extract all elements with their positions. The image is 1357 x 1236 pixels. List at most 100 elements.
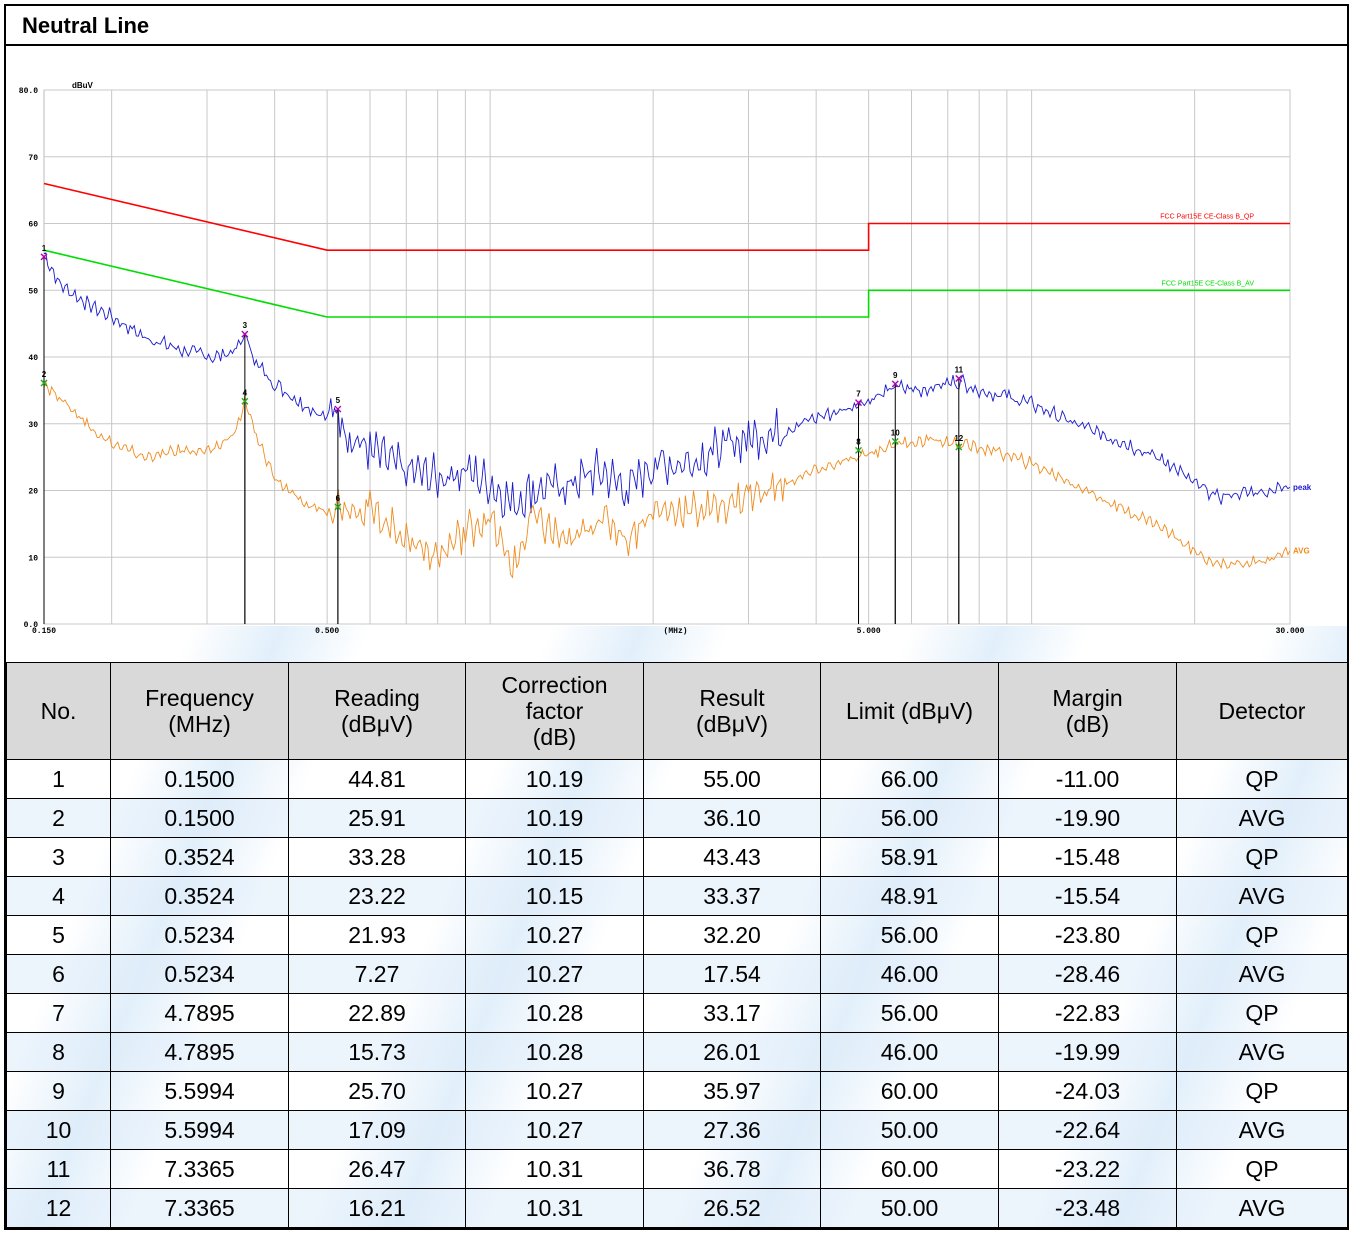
table-cell: 0.5234 bbox=[110, 954, 289, 994]
table-cell: -23.48 bbox=[998, 1188, 1177, 1228]
table-cell: 44.81 bbox=[288, 759, 466, 799]
table-cell: 50.00 bbox=[820, 1188, 999, 1228]
table-cell: 3 bbox=[6, 837, 111, 877]
y-tick-label: 20 bbox=[28, 488, 38, 497]
table-cell: 46.00 bbox=[820, 1032, 999, 1072]
marker-point bbox=[334, 503, 342, 511]
table-row: 5 0.5234 21.93 10.27 32.20 56.00 -23.80 QP bbox=[6, 915, 1347, 955]
table-row: 9 5.5994 25.70 10.27 35.97 60.00 -24.03 QP bbox=[6, 1071, 1347, 1111]
table-cell: 10.15 bbox=[465, 876, 644, 916]
table-cell: 21.93 bbox=[288, 915, 466, 955]
table-cell: 33.28 bbox=[288, 837, 466, 877]
table-cell: 5.5994 bbox=[110, 1071, 289, 1111]
marker-label: 2 bbox=[42, 370, 47, 379]
y-tick-label: 10 bbox=[28, 554, 38, 563]
column-header: Limit (dBμV) bbox=[820, 662, 999, 760]
table-cell: 33.17 bbox=[643, 993, 821, 1033]
table-cell: AVG bbox=[1176, 1032, 1347, 1072]
table-cell: 25.91 bbox=[288, 798, 466, 838]
table-row: 1 0.1500 44.81 10.19 55.00 66.00 -11.00 QP bbox=[6, 759, 1347, 799]
table-cell: -19.99 bbox=[998, 1032, 1177, 1072]
table-cell: 10.27 bbox=[465, 954, 644, 994]
table-cell: 56.00 bbox=[820, 798, 999, 838]
marker-point bbox=[891, 437, 899, 445]
y-tick-label: 0.0 bbox=[24, 621, 39, 630]
table-cell: -24.03 bbox=[998, 1071, 1177, 1111]
emission-chart: 80.0 70 60 50 40 30 20 10 0.0 dBuV 0.150 0.500 5.000… bbox=[6, 46, 1347, 666]
table-cell: 0.1500 bbox=[110, 798, 289, 838]
table-cell: 36.78 bbox=[643, 1149, 821, 1189]
table-cell: 55.00 bbox=[643, 759, 821, 799]
table-cell: 10 bbox=[6, 1110, 111, 1150]
table-cell: 0.1500 bbox=[110, 759, 289, 799]
report-frame: Neutral Line 80.0 70 60 50 40 30 20 10 0.0 dBuV 0.… bbox=[4, 4, 1349, 1230]
table-cell: 17.09 bbox=[288, 1110, 466, 1150]
table-cell: 5.5994 bbox=[110, 1110, 289, 1150]
table-cell: 15.73 bbox=[288, 1032, 466, 1072]
marker-label: 7 bbox=[856, 390, 861, 399]
marker-label: 8 bbox=[856, 437, 861, 446]
table-cell: 10.19 bbox=[465, 798, 644, 838]
table-cell: 10.28 bbox=[465, 1032, 644, 1072]
x-tick-label: 30.000 bbox=[1276, 627, 1305, 636]
y-tick-label: 30 bbox=[28, 421, 38, 430]
marker-label: 6 bbox=[336, 494, 341, 503]
table-cell: 16.21 bbox=[288, 1188, 466, 1228]
y-tick-label: 80.0 bbox=[19, 87, 38, 96]
column-header: Margin (dB) bbox=[998, 662, 1177, 760]
x-tick-label: 0.150 bbox=[32, 627, 56, 636]
marker-label: 12 bbox=[954, 434, 963, 443]
table-cell: 10.19 bbox=[465, 759, 644, 799]
table-cell: 4.7895 bbox=[110, 993, 289, 1033]
x-tick-label: 0.500 bbox=[315, 627, 339, 636]
table-cell: 11 bbox=[6, 1149, 111, 1189]
marker-point bbox=[955, 374, 963, 382]
series-label: peak bbox=[1293, 483, 1312, 492]
column-header: Reading (dBμV) bbox=[288, 662, 466, 760]
x-axis-label: (MHz) bbox=[664, 627, 688, 636]
table-cell: 5 bbox=[6, 915, 111, 955]
table-cell: -15.54 bbox=[998, 876, 1177, 916]
table-cell: 10.31 bbox=[465, 1149, 644, 1189]
marker-label: 3 bbox=[243, 321, 248, 330]
y-tick-label: 40 bbox=[28, 354, 38, 363]
table-cell: 32.20 bbox=[643, 915, 821, 955]
table-cell: 66.00 bbox=[820, 759, 999, 799]
table-cell: 7.3365 bbox=[110, 1188, 289, 1228]
table-row: 4 0.3524 23.22 10.15 33.37 48.91 -15.54 AVG bbox=[6, 876, 1347, 916]
table-cell: 22.89 bbox=[288, 993, 466, 1033]
table-cell: 7 bbox=[6, 993, 111, 1033]
table-cell: -23.80 bbox=[998, 915, 1177, 955]
column-header: Detector bbox=[1176, 662, 1347, 760]
table-row: 10 5.5994 17.09 10.27 27.36 50.00 -22.64 AVG bbox=[6, 1110, 1347, 1150]
table-row: 12 7.3365 16.21 10.31 26.52 50.00 -23.48 AVG bbox=[6, 1188, 1347, 1228]
y-tick-label: 70 bbox=[28, 154, 38, 163]
table-row: 11 7.3365 26.47 10.31 36.78 60.00 -23.22 QP bbox=[6, 1149, 1347, 1189]
table-cell: AVG bbox=[1176, 954, 1347, 994]
table-cell: 43.43 bbox=[643, 837, 821, 877]
column-header: No. bbox=[6, 662, 111, 760]
marker-point bbox=[241, 397, 249, 405]
marker-label: 1 bbox=[42, 244, 47, 253]
marker-point bbox=[855, 446, 863, 454]
table-cell: 4.7895 bbox=[110, 1032, 289, 1072]
table-cell: 26.52 bbox=[643, 1188, 821, 1228]
table-cell: -28.46 bbox=[998, 954, 1177, 994]
table-row: 2 0.1500 25.91 10.19 36.10 56.00 -19.90 AVG bbox=[6, 798, 1347, 838]
table-header-row: No. Frequency (MHz) Reading (dBμV) Correction… bbox=[6, 662, 1347, 760]
limit-line-label: FCC Part15E CE-Class B_AV bbox=[1162, 280, 1255, 287]
table-cell: QP bbox=[1176, 1071, 1347, 1111]
column-header: Correction factor (dB) bbox=[465, 662, 644, 760]
limit-line bbox=[43, 249, 1290, 318]
table-cell: AVG bbox=[1176, 798, 1347, 838]
x-tick-label: 5.000 bbox=[857, 627, 881, 636]
column-header: Frequency (MHz) bbox=[110, 662, 289, 760]
y-tick-label: 60 bbox=[28, 221, 38, 230]
marker-point bbox=[40, 253, 48, 261]
table-cell: QP bbox=[1176, 993, 1347, 1033]
table-cell: 12 bbox=[6, 1188, 111, 1228]
table-cell: -22.64 bbox=[998, 1110, 1177, 1150]
table-cell: 60.00 bbox=[820, 1071, 999, 1111]
table-cell: 60.00 bbox=[820, 1149, 999, 1189]
table-cell: 0.3524 bbox=[110, 837, 289, 877]
